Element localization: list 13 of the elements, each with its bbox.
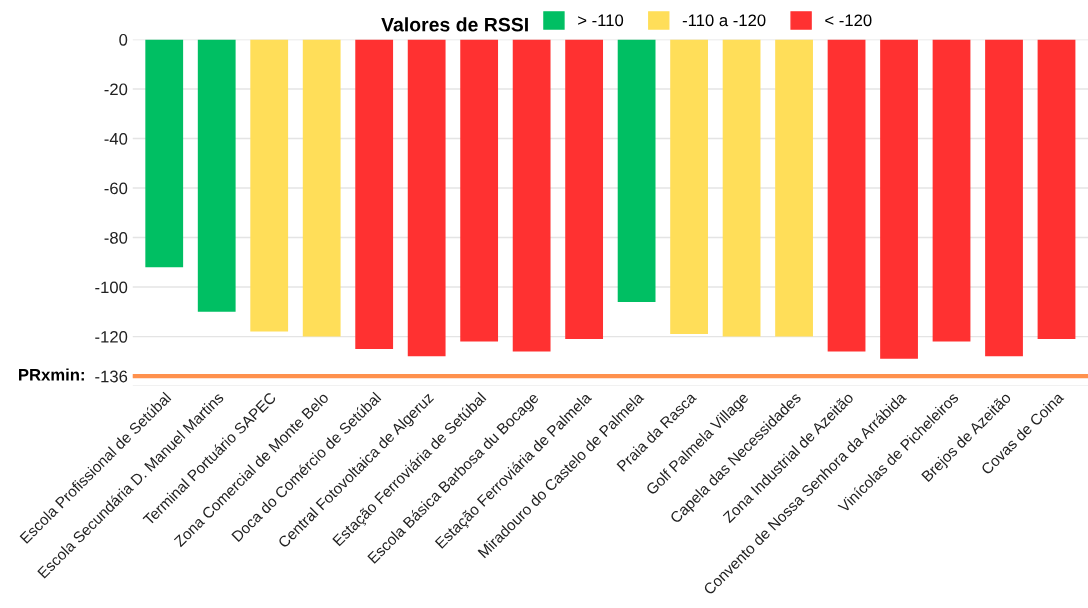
y-tick-label: -100 (95, 281, 128, 294)
legend-label: < -120 (825, 14, 872, 27)
ref-line-label: PRxmin: (19, 368, 84, 381)
y-tick-label: 0 (119, 33, 128, 46)
legend-label: -110 a -120 (682, 14, 766, 27)
y-tick-label: -120 (95, 330, 128, 343)
y-tick-label: -40 (104, 132, 128, 145)
y-tick-label: -60 (104, 182, 128, 195)
y-tick-label: -136 (95, 370, 128, 383)
legend-title: Valores de RSSI (381, 17, 528, 32)
y-tick-label: -80 (104, 231, 128, 244)
legend-label: > -110 (578, 14, 624, 27)
y-tick-label: -20 (104, 83, 128, 96)
